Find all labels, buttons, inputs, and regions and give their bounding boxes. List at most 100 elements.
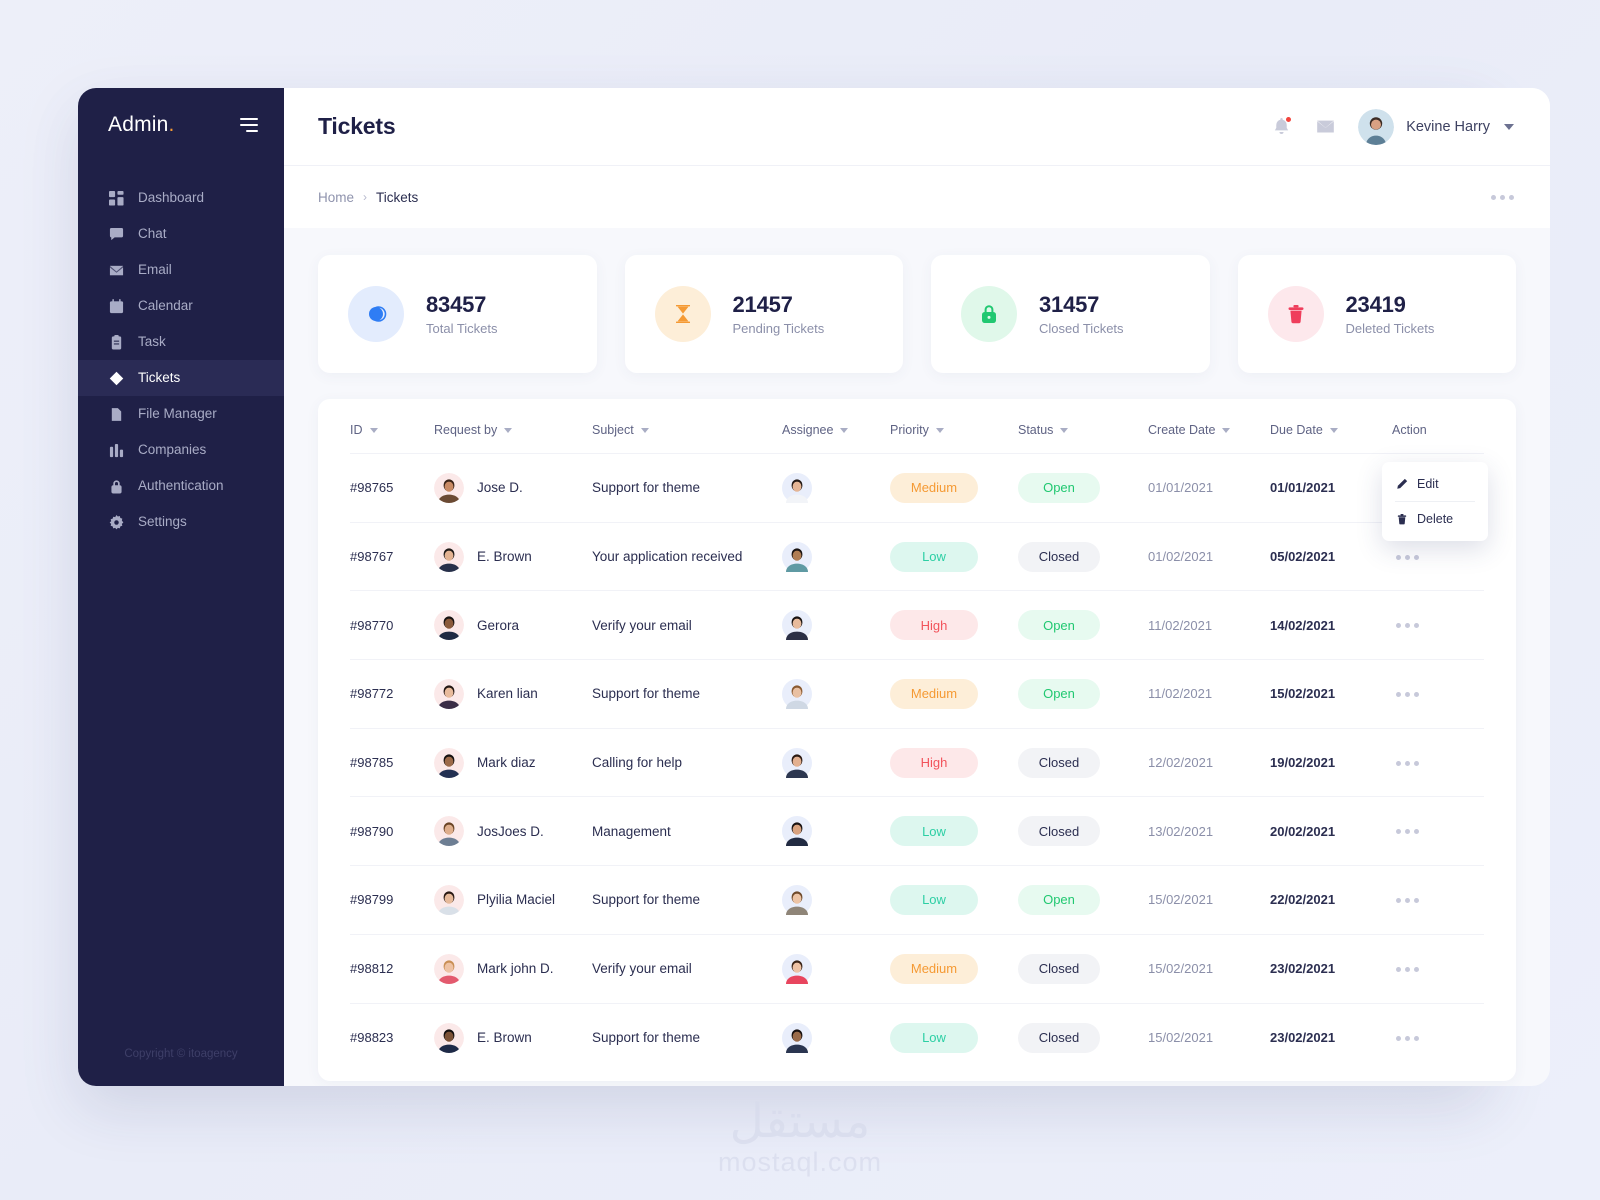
calendar-icon: [108, 298, 124, 314]
sidebar-item-file-manager[interactable]: File Manager: [78, 396, 284, 432]
delete-menu-item[interactable]: Delete: [1382, 502, 1488, 536]
sidebar-item-email[interactable]: Email: [78, 252, 284, 288]
sidebar-item-dashboard[interactable]: Dashboard: [78, 180, 284, 216]
sidebar-item-companies[interactable]: Companies: [78, 432, 284, 468]
avatar-image: [782, 747, 812, 778]
assignee-avatar[interactable]: [782, 541, 890, 572]
stat-icon-wrap: [1267, 286, 1324, 342]
cell-create-date: 15/02/2021: [1148, 865, 1270, 935]
due-date: 22/02/2021: [1270, 892, 1336, 908]
ticket-icon: [108, 370, 124, 386]
assignee-avatar[interactable]: [782, 610, 890, 641]
assignee-avatar[interactable]: [782, 816, 890, 847]
row-action-button[interactable]: [1392, 892, 1423, 909]
hourglass-icon: [675, 305, 690, 323]
sort-caret-icon: [640, 427, 649, 433]
assignee-avatar[interactable]: [782, 953, 890, 984]
sidebar-item-chat[interactable]: Chat: [78, 216, 284, 252]
sidebar-item-authentication[interactable]: Authentication: [78, 468, 284, 504]
table-row[interactable]: #98785 Mark diaz Calling for help High Close…: [350, 727, 1484, 797]
due-date: 14/02/2021: [1270, 617, 1336, 633]
stat-card-total-tickets[interactable]: 83457 Total Tickets: [318, 255, 597, 373]
column-header-priority[interactable]: Priority: [890, 399, 1018, 454]
table-row[interactable]: #98799 Plyilia Maciel Support for theme Low…: [350, 865, 1484, 935]
due-date: 05/02/2021: [1270, 549, 1336, 565]
delete-label: Delete: [1417, 512, 1454, 526]
stat-card-pending-tickets[interactable]: 21457 Pending Tickets: [624, 255, 903, 373]
sort-caret-icon: [504, 427, 513, 433]
stat-text: 31457 Closed Tickets: [1039, 292, 1124, 336]
stat-text: 23419 Deleted Tickets: [1346, 292, 1435, 336]
row-action-button[interactable]: [1392, 961, 1423, 978]
column-header-id[interactable]: ID: [350, 399, 434, 454]
table-row[interactable]: #98823 E. Brown Support for theme Low Closed…: [350, 1002, 1484, 1072]
user-menu[interactable]: Kevine Harry: [1358, 108, 1514, 145]
ticket-subject: Verify your email: [592, 961, 692, 977]
user-name: Kevine Harry: [1406, 118, 1490, 135]
sidebar-item-tickets[interactable]: Tickets: [78, 360, 284, 396]
column-header-assignee[interactable]: Assignee: [782, 399, 890, 454]
assignee-avatar[interactable]: [782, 884, 890, 915]
table-row[interactable]: #98765 Jose D. Support for theme Medium Open…: [350, 453, 1484, 523]
stat-value: 31457: [1039, 291, 1100, 317]
cell-subject: Support for theme: [592, 453, 782, 523]
column-header-create-date[interactable]: Create Date: [1148, 399, 1270, 454]
trash-icon: [1288, 305, 1303, 324]
row-action-button[interactable]: [1392, 686, 1423, 703]
avatar-image: [782, 472, 812, 503]
table-row[interactable]: #98790 JosJoes D. Management Low Closed 13/02…: [350, 796, 1484, 866]
cell-priority: Medium: [890, 659, 1018, 729]
stat-card-deleted-tickets[interactable]: 23419 Deleted Tickets: [1237, 255, 1516, 373]
ticket-id: #98799: [350, 892, 394, 908]
cell-status: Open: [1018, 659, 1148, 729]
row-action-button[interactable]: [1392, 823, 1423, 840]
assignee-avatar[interactable]: [782, 747, 890, 778]
table-row[interactable]: #98770 Gerora Verify your email High Open 11/…: [350, 590, 1484, 660]
cell-priority: Low: [890, 521, 1018, 591]
sidebar-item-calendar[interactable]: Calendar: [78, 288, 284, 324]
cell-status: Closed: [1018, 933, 1148, 1003]
row-action-button[interactable]: [1392, 617, 1423, 634]
sidebar-item-label: Authentication: [138, 478, 224, 494]
hamburger-icon[interactable]: [240, 118, 258, 132]
status-badge: Open: [1018, 678, 1100, 709]
column-header-status[interactable]: Status: [1018, 399, 1148, 454]
sidebar-item-task[interactable]: Task: [78, 324, 284, 360]
ticket-id: #98823: [350, 1030, 394, 1046]
table-row[interactable]: #98772 Karen lian Support for theme Medium O…: [350, 659, 1484, 729]
column-header-subject[interactable]: Subject: [592, 399, 782, 454]
requester-avatar: [434, 884, 464, 915]
priority-badge: Medium: [890, 678, 978, 709]
stat-card-closed-tickets[interactable]: 31457 Closed Tickets: [931, 255, 1210, 373]
row-action-button[interactable]: [1392, 549, 1423, 566]
requester-name: JosJoes D.: [477, 823, 544, 839]
cell-priority: Medium: [890, 933, 1018, 1003]
sidebar-item-settings[interactable]: Settings: [78, 504, 284, 540]
status-badge: Closed: [1018, 816, 1100, 847]
sort-caret-icon: [1060, 427, 1069, 433]
table-row[interactable]: #98767 E. Brown Your application received L…: [350, 521, 1484, 591]
assignee-avatar[interactable]: [782, 472, 890, 503]
lock-icon: [982, 305, 996, 323]
priority-badge: Low: [890, 884, 978, 915]
assignee-avatar[interactable]: [782, 1022, 890, 1053]
messages-button[interactable]: [1314, 116, 1336, 138]
row-action-button[interactable]: [1392, 1030, 1423, 1047]
avatar-image: [434, 747, 464, 778]
breadcrumb-home[interactable]: Home: [318, 189, 355, 205]
brand-logo[interactable]: Admin.: [108, 113, 175, 137]
column-header-request-by[interactable]: Request by: [434, 399, 592, 454]
app-window: Admin. Dashboard Chat Email Calendar: [78, 88, 1550, 1086]
avatar-image: [434, 472, 464, 503]
assignee-avatar[interactable]: [782, 678, 890, 709]
column-header-due-date[interactable]: Due Date: [1270, 399, 1392, 454]
priority-badge: Low: [890, 541, 978, 572]
column-label: Request by: [434, 423, 498, 437]
cell-id: #98785: [350, 727, 434, 797]
status-badge: Closed: [1018, 747, 1100, 778]
notifications-button[interactable]: [1270, 115, 1293, 138]
edit-menu-item[interactable]: Edit: [1382, 467, 1488, 501]
more-horizontal-icon[interactable]: [1491, 194, 1514, 200]
row-action-button[interactable]: [1392, 755, 1423, 772]
table-row[interactable]: #98812 Mark john D. Verify your email Mediu…: [350, 933, 1484, 1003]
